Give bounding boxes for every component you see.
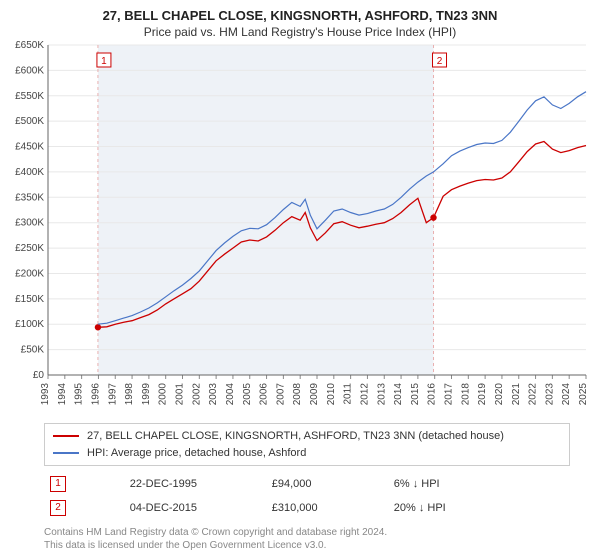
svg-text:£650K: £650K — [15, 40, 44, 51]
svg-text:2: 2 — [437, 56, 443, 67]
svg-text:2011: 2011 — [343, 383, 354, 405]
svg-text:2012: 2012 — [359, 383, 370, 406]
transaction-delta: 20% ↓ HPI — [388, 496, 570, 520]
transaction-row: 2 04-DEC-2015£310,00020% ↓ HPI — [44, 496, 570, 520]
svg-text:£250K: £250K — [15, 243, 44, 254]
svg-text:£400K: £400K — [15, 167, 44, 178]
transaction-date: 04-DEC-2015 — [124, 496, 266, 520]
svg-text:2013: 2013 — [376, 383, 387, 406]
chart-title: 27, BELL CHAPEL CLOSE, KINGSNORTH, ASHFO… — [0, 8, 600, 23]
transaction-price: £94,000 — [266, 472, 388, 496]
svg-text:2004: 2004 — [225, 383, 236, 406]
svg-text:£300K: £300K — [15, 218, 44, 229]
svg-text:2006: 2006 — [259, 383, 270, 406]
transaction-price: £310,000 — [266, 496, 388, 520]
svg-text:2003: 2003 — [208, 383, 219, 406]
svg-text:2000: 2000 — [158, 383, 169, 406]
svg-text:2007: 2007 — [275, 383, 286, 406]
svg-text:2005: 2005 — [242, 383, 253, 406]
svg-text:2019: 2019 — [477, 383, 488, 406]
footer-line: Contains HM Land Registry data © Crown c… — [44, 526, 570, 539]
svg-text:2014: 2014 — [393, 383, 404, 406]
svg-text:1998: 1998 — [124, 383, 135, 406]
svg-text:£450K: £450K — [15, 142, 44, 153]
svg-text:£200K: £200K — [15, 268, 44, 279]
transactions-table: 1 22-DEC-1995£94,0006% ↓ HPI 2 04-DEC-2015£… — [44, 472, 570, 520]
svg-text:£500K: £500K — [15, 116, 44, 127]
chart-subtitle: Price paid vs. HM Land Registry's House … — [0, 25, 600, 39]
data-attribution: Contains HM Land Registry data © Crown c… — [44, 526, 570, 552]
svg-text:2002: 2002 — [191, 383, 202, 406]
transaction-marker: 2 — [50, 500, 66, 516]
svg-text:2016: 2016 — [427, 383, 438, 406]
svg-text:2009: 2009 — [309, 383, 320, 406]
legend-swatch — [53, 435, 79, 437]
footer-line: This data is licensed under the Open Gov… — [44, 539, 570, 552]
legend: 27, BELL CHAPEL CLOSE, KINGSNORTH, ASHFO… — [44, 423, 570, 466]
svg-text:2024: 2024 — [561, 383, 572, 406]
svg-text:2025: 2025 — [578, 383, 589, 406]
svg-text:1999: 1999 — [141, 383, 152, 406]
svg-text:1997: 1997 — [107, 383, 118, 406]
svg-text:2022: 2022 — [528, 383, 539, 406]
svg-text:1994: 1994 — [57, 383, 68, 406]
transaction-row: 1 22-DEC-1995£94,0006% ↓ HPI — [44, 472, 570, 496]
svg-text:£600K: £600K — [15, 65, 44, 76]
svg-text:2015: 2015 — [410, 383, 421, 406]
svg-text:2010: 2010 — [326, 383, 337, 406]
svg-text:2021: 2021 — [511, 383, 522, 406]
svg-text:£550K: £550K — [15, 91, 44, 102]
svg-text:2023: 2023 — [544, 383, 555, 406]
svg-text:1993: 1993 — [40, 383, 51, 406]
svg-text:£150K: £150K — [15, 294, 44, 305]
transaction-delta: 6% ↓ HPI — [388, 472, 570, 496]
svg-text:1995: 1995 — [74, 383, 85, 406]
svg-text:2017: 2017 — [444, 383, 455, 406]
svg-text:£50K: £50K — [21, 345, 45, 356]
legend-swatch — [53, 452, 79, 454]
svg-text:2008: 2008 — [292, 383, 303, 406]
svg-text:£350K: £350K — [15, 192, 44, 203]
svg-text:2020: 2020 — [494, 383, 505, 406]
svg-text:1: 1 — [101, 56, 107, 67]
legend-row: HPI: Average price, detached house, Ashf… — [53, 445, 561, 462]
transaction-date: 22-DEC-1995 — [124, 472, 266, 496]
svg-text:2001: 2001 — [175, 383, 186, 406]
svg-text:£100K: £100K — [15, 319, 44, 330]
price-chart: £0 £50K £100K £150K £200K £250K £300K £350K £400… — [0, 39, 600, 419]
svg-text:1996: 1996 — [90, 383, 101, 406]
legend-row: 27, BELL CHAPEL CLOSE, KINGSNORTH, ASHFO… — [53, 428, 561, 445]
legend-label: HPI: Average price, detached house, Ashf… — [87, 445, 306, 462]
transaction-marker: 1 — [50, 476, 66, 492]
svg-text:2018: 2018 — [460, 383, 471, 406]
svg-text:£0: £0 — [33, 370, 45, 381]
legend-label: 27, BELL CHAPEL CLOSE, KINGSNORTH, ASHFO… — [87, 428, 504, 445]
